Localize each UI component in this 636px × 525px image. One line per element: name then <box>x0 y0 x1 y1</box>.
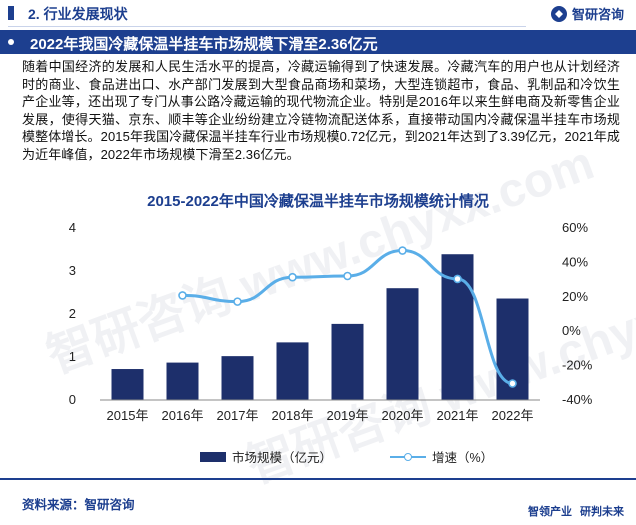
right-tick-label: 20% <box>562 289 588 304</box>
bar <box>386 288 419 400</box>
right-tick-label: 0% <box>562 323 581 338</box>
title-bullet-icon <box>8 39 14 45</box>
x-tick-label: 2015年 <box>107 408 149 423</box>
growth-point <box>233 297 242 306</box>
footer-slogan-1: 智领产业 <box>528 506 572 518</box>
right-tick-label: -20% <box>562 358 593 373</box>
legend-line-label: 增速（%） <box>432 451 494 465</box>
legend-line-swatch <box>390 452 427 462</box>
body-paragraph: 随着中国经济的发展和人民生活水平的提高，冷藏运输得到了快速发展。冷藏汽车的用户也… <box>22 59 620 162</box>
section-marker <box>8 6 14 20</box>
footer-brand: 智领产业 研判未来 <box>528 503 624 519</box>
bar <box>276 342 309 400</box>
growth-point <box>178 291 187 300</box>
growth-point <box>508 379 517 388</box>
x-tick-label: 2020年 <box>382 408 424 423</box>
line-series <box>178 246 517 388</box>
bar <box>221 356 254 400</box>
combo-chart: 0 1 2 3 4 -40% -20% 0% 20% 40% 60% 2015年 2016年 2017… <box>69 220 593 423</box>
brand-logo-icon <box>550 5 567 22</box>
right-axis-ticks: -40% -20% 0% 20% 40% 60% <box>562 220 593 407</box>
left-axis-ticks: 0 1 2 3 4 <box>69 220 76 407</box>
footer-slogan-2: 研判未来 <box>580 506 624 518</box>
right-tick-label: 40% <box>562 254 588 269</box>
right-tick-label: -40% <box>562 392 593 407</box>
section-header: 2. 行业发展现状 <box>0 0 636 28</box>
growth-point <box>453 274 462 284</box>
growth-point <box>288 272 297 282</box>
x-axis-ticks: 2015年 2016年 2017年 2018年 2019年 2020年 2021年 2022年 <box>107 408 534 423</box>
legend-item-bar: 市场规模（亿元） <box>200 447 332 466</box>
growth-point <box>398 246 407 255</box>
left-tick-label: 0 <box>69 392 76 407</box>
legend-bar-label: 市场规模（亿元） <box>232 451 333 465</box>
legend-item-line: 增速（%） <box>390 447 493 466</box>
left-tick-label: 1 <box>69 349 76 364</box>
legend-bar-swatch <box>200 451 226 462</box>
x-tick-label: 2019年 <box>327 408 369 423</box>
source-note: 资料来源：智研咨询 <box>22 498 135 512</box>
x-tick-label: 2021年 <box>437 408 479 423</box>
right-tick-label: 60% <box>562 220 588 235</box>
brand: 智研咨询 <box>550 4 624 23</box>
title-band: 2022年我国冷藏保温半挂车市场规模下滑至2.36亿元 <box>0 30 636 54</box>
left-tick-label: 3 <box>69 263 76 278</box>
x-tick-label: 2022年 <box>492 408 534 423</box>
section-label: 2. 行业发展现状 <box>28 6 128 22</box>
x-tick-label: 2017年 <box>217 408 259 423</box>
x-tick-label: 2018年 <box>272 408 314 423</box>
left-tick-label: 2 <box>69 306 76 321</box>
bar <box>331 323 364 400</box>
brand-name: 智研咨询 <box>571 7 624 22</box>
bar <box>111 369 144 400</box>
left-tick-label: 4 <box>69 220 76 235</box>
x-tick-label: 2016年 <box>162 408 204 423</box>
footer-rule <box>0 478 636 480</box>
chart-legend: 市场规模（亿元） 增速（%） <box>200 447 493 466</box>
section-rule <box>8 26 526 27</box>
growth-point <box>343 271 352 281</box>
chart-title: 2015-2022年中国冷藏保温半挂车市场规模统计情况 <box>147 193 489 210</box>
bar <box>166 362 199 400</box>
page-title: 2022年我国冷藏保温半挂车市场规模下滑至2.36亿元 <box>30 36 378 53</box>
